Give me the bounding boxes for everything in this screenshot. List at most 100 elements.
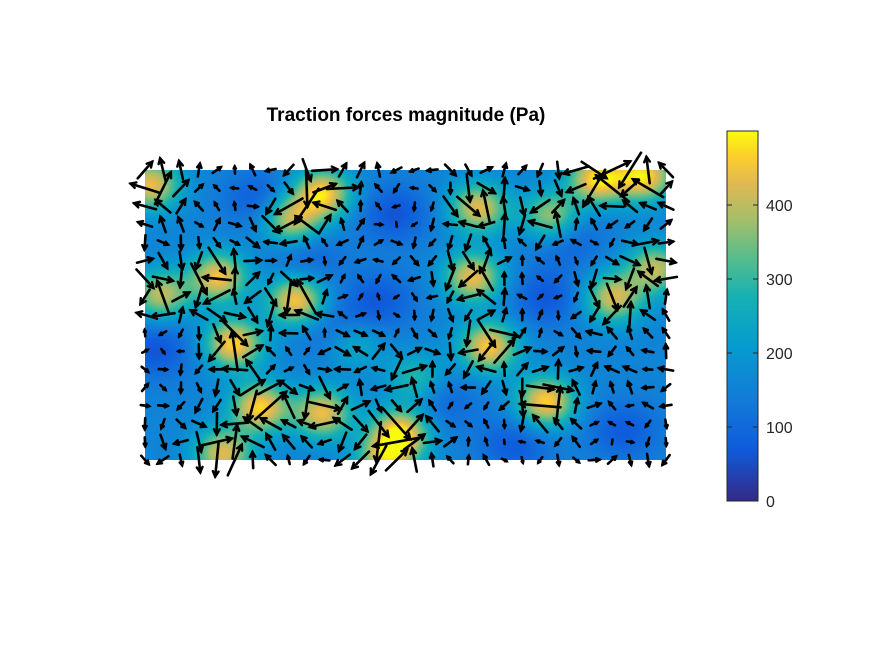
arrow-head [262,238,270,246]
arrow-head [359,217,366,225]
arrow-shaft [402,433,426,451]
arrow-head [501,424,507,431]
traction-arrow [552,416,564,431]
traction-arrow [264,257,278,264]
arrow-shaft [465,319,472,348]
arrow-head [541,364,550,373]
traction-arrow [406,397,424,414]
colorbar-tick-label: 200 [766,346,793,363]
arrow-shaft [220,421,250,427]
arrow-shaft [157,251,169,270]
arrow-head [143,382,150,389]
traction-arrow [374,398,383,414]
arrow-head [412,332,419,340]
arrow-head [626,325,633,333]
arrow-head [483,405,488,411]
arrow-head [299,434,308,443]
arrow-head [359,292,364,298]
traction-arrow [141,416,149,432]
arrow-head [342,293,350,299]
traction-arrow [500,211,509,236]
traction-arrow [622,285,638,308]
arrow-head [395,313,401,318]
arrow-head [232,163,238,170]
traction-arrow [474,364,497,374]
quiver-layer [128,151,679,480]
traction-arrow [391,273,402,284]
arrow-shaft [518,402,562,409]
traction-arrow [501,418,507,431]
arrow-head [146,256,156,264]
traction-arrow [299,434,314,449]
arrow-shaft [150,311,176,319]
arrow-head [607,350,614,358]
traction-arrow [643,283,652,310]
traction-arrow [447,401,454,410]
arrow-head [214,334,223,345]
traction-arrow [519,307,526,322]
arrow-head [212,428,221,437]
traction-arrow [464,420,474,428]
arrow-head [663,442,669,449]
traction-arrow [626,299,635,330]
arrow-head [593,240,600,246]
traction-arrow [242,328,265,337]
arrow-head [375,278,381,285]
traction-arrow [227,221,243,229]
arrow-shaft [154,198,172,214]
traction-arrow [156,239,171,247]
arrow-head [630,285,638,295]
traction-arrow [424,167,439,174]
traction-arrow [193,250,204,272]
arrow-head [517,400,527,409]
traction-arrow [384,447,410,472]
arrow-head [228,329,237,339]
arrow-head [131,200,142,209]
arrow-shaft [178,250,184,271]
arrow-head [146,281,156,290]
arrow-head [357,199,364,206]
traction-arrow [357,199,364,213]
arrow-head [155,458,164,466]
arrow-head [517,439,523,444]
traction-arrow [625,439,636,445]
arrow-head [656,201,666,209]
arrow-head [378,221,385,227]
arrow-head [608,380,615,388]
traction-arrow [350,399,372,412]
traction-arrow [442,195,459,219]
arrow-head [611,454,619,462]
arrow-shaft [442,195,459,218]
traction-arrow [455,292,481,303]
traction-arrow [531,364,550,374]
arrow-head [412,315,418,322]
traction-arrow [239,378,267,397]
arrow-head [391,259,398,266]
traction-arrow [278,239,298,247]
traction-arrow [176,400,186,412]
traction-arrow [211,398,222,414]
arrow-head [197,387,203,395]
traction-arrow [247,306,259,325]
traction-arrow [151,275,176,284]
arrow-head [528,205,539,214]
arrow-head [370,441,380,450]
arrow-shaft [136,160,154,180]
traction-arrow [502,438,506,446]
arrow-head [177,305,186,314]
arrow-head [333,458,343,468]
arrow-head [271,257,278,264]
arrow-head [317,349,325,356]
arrow-head [531,413,540,423]
traction-arrow [159,383,168,392]
arrow-head [632,259,642,267]
traction-arrow [231,422,241,460]
arrow-shaft [481,189,492,224]
arrow-head [557,345,566,353]
arrow-shaft [610,438,614,446]
colorbar-frame [726,130,759,502]
arrow-head [538,308,544,316]
arrow-head [142,327,148,334]
arrow-shaft [177,159,185,181]
traction-arrow [316,438,332,446]
